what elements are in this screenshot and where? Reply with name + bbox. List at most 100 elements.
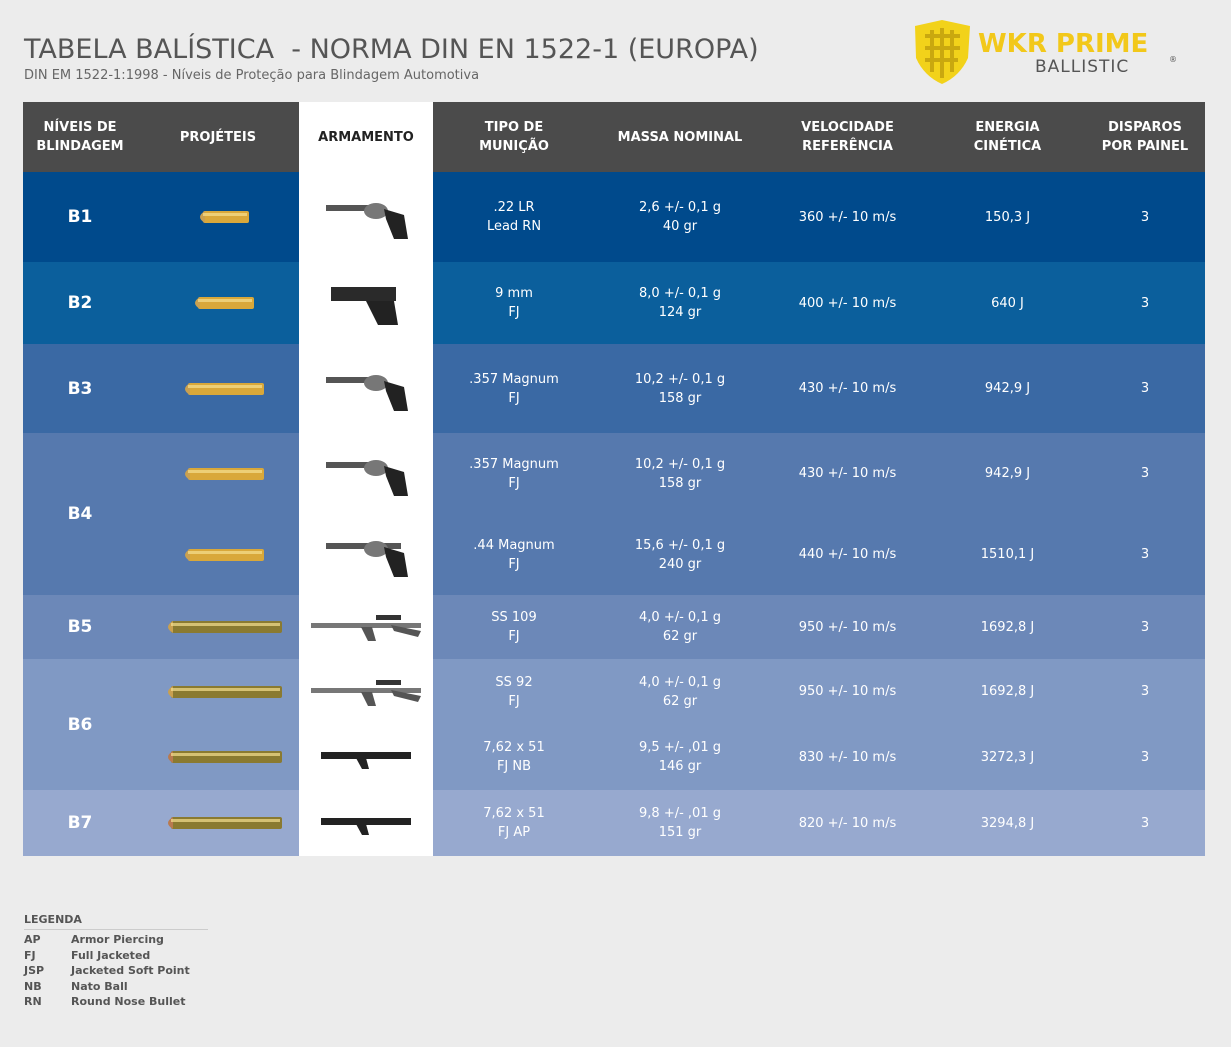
shape [167,817,173,829]
shape [198,299,252,302]
legend-abbr: RN [24,995,42,1009]
bullet-image [167,685,282,698]
bullet-image [167,621,282,633]
cell-shots: 3 [1140,547,1150,562]
group-band [23,659,299,790]
legend-meaning: Jacketed Soft Point [71,964,190,978]
cell-shots: 3 [1140,295,1150,311]
shape [185,382,190,395]
column-header: DISPAROS POR PAINEL [1101,120,1189,154]
cell-velocity: 950 +/- 10 m/s [798,684,897,700]
shape [384,465,408,496]
logo-pattern [925,28,960,78]
legend-meaning: Armor Piercing [71,933,164,946]
legend-rule [24,929,208,930]
legend-abbr: FJ [24,948,36,962]
cell-mass: 4,0 +/- 0,1 g 62 gr [639,674,721,709]
legend-title: LEGENDA [24,913,82,926]
level: B1 [67,207,93,227]
cell-mass: 10,2 +/- 0,1 g 158 gr [634,456,726,491]
shape [188,548,264,561]
group-band [433,433,1205,595]
shape [195,297,200,309]
bullet-image [185,382,264,395]
shape [326,461,381,468]
shape [167,685,173,698]
shape [185,548,190,561]
shape [364,374,388,391]
cell-velocity: 820 +/- 10 m/s [798,815,897,831]
group-band [433,790,1205,856]
header-row [23,102,1205,172]
group-band [433,595,1205,659]
legend-meaning: Round Nose Bullet [71,995,186,1009]
shape [384,209,408,239]
group-band [433,659,1205,790]
shape [203,213,247,216]
cell-velocity: 360 +/- 10 m/s [798,209,897,225]
cell-ammo: .44 Magnum FJ [473,537,555,572]
weapon-image [321,752,411,770]
shape [311,623,421,628]
weapon-image [311,615,421,641]
cell-shots: 3 [1140,209,1150,225]
bullet-image [185,548,264,561]
subtitle: DIN EM 1522-1:1998 - Níveis de Proteção … [24,68,480,83]
shape [185,467,190,480]
cell-ammo: 9 mm FJ [495,286,533,320]
shape [331,287,396,301]
shape [170,687,280,691]
shape [321,752,411,760]
shape [384,546,408,577]
weapon-image [326,203,408,239]
title: TABELA BALÍSTICA - NORMA DIN EN 1522-1 (… [24,34,759,65]
column-header: ENERGIA CINÉTICA [973,120,1042,154]
cell-velocity: 830 +/- 10 m/s [798,749,897,765]
cell-shots: 3 [1140,684,1150,700]
shape [170,751,282,764]
cell-ammo: .22 LR Lead RN [486,200,542,234]
cell-ammo: SS 109 FJ [491,610,537,644]
level: B6 [67,714,93,735]
logo: WKR PRIME BALLISTIC ® [915,20,1177,84]
legend-abbr: JSP [24,964,45,978]
shape [188,550,262,554]
cell-shots: 3 [1140,749,1150,765]
cell-energy: 3294,8 J [980,815,1035,831]
weapon-image [326,540,408,577]
cell-energy: 1692,8 J [980,684,1035,700]
cell-mass: 9,5 +/- ,01 g 146 gr [639,740,721,775]
shape [188,467,264,480]
shape [170,817,282,829]
cell-mass: 9,8 +/- ,01 g 151 gr [639,806,721,840]
shape [170,621,282,633]
shape [311,687,421,693]
cell-energy: 942,9 J [984,381,1031,396]
cell-shots: 3 [1140,381,1150,396]
column-header: ARMAMENTO [318,129,414,145]
cell-mass: 8,0 +/- 0,1 g 124 gr [639,286,721,320]
cell-velocity: 430 +/- 10 m/s [798,381,897,396]
shape [366,301,398,325]
bullet-image [200,211,249,223]
shape [167,621,173,633]
cell-velocity: 430 +/- 10 m/s [798,466,897,481]
shape [170,819,280,822]
bullet-image [195,297,254,309]
shape [200,211,205,223]
level: B5 [67,617,93,637]
logo-reg: ® [1169,55,1177,64]
logo-sub: BALLISTIC [1035,57,1129,77]
cell-velocity: 950 +/- 10 m/s [798,619,897,635]
shape [170,685,282,698]
shape [364,459,388,476]
shape [170,753,280,757]
cell-velocity: 400 +/- 10 m/s [798,295,897,311]
legend-meaning: Full Jacketed [71,948,151,962]
shape [188,382,264,395]
cell-ammo: 7,62 x 51 FJ NB [483,740,545,775]
legend-abbr: NB [24,979,42,993]
weapon-image [311,679,421,706]
cell-energy: 3272,3 J [980,749,1035,765]
cell-mass: 15,6 +/- 0,1 g 240 gr [634,537,726,572]
